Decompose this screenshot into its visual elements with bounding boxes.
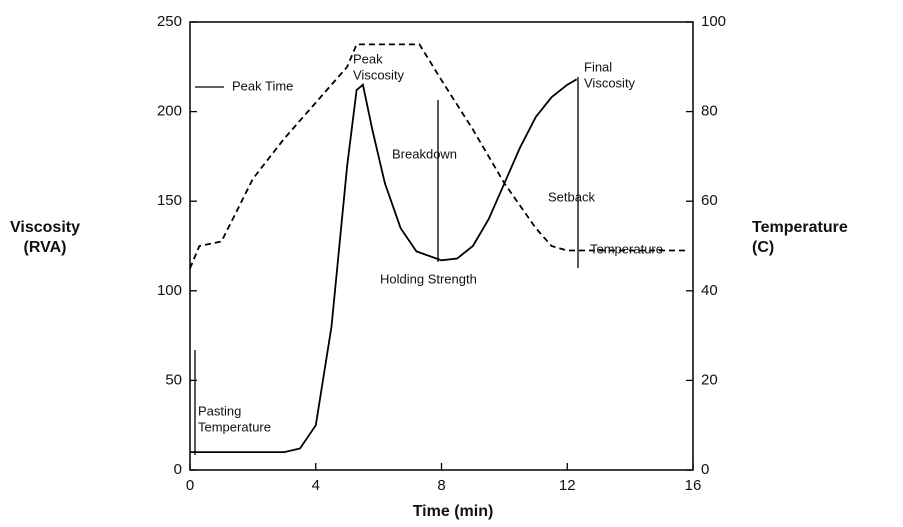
y-tick-label: 100 [157,282,182,299]
x-tick-label: 0 [186,477,194,494]
y2-axis-label: Temperature [752,219,848,236]
y-axis-label: Viscosity [10,219,80,236]
annotation: Viscosity [353,67,405,82]
x-tick-label: 4 [312,477,320,494]
annotation: Breakdown [392,146,457,161]
y-tick-label: 50 [165,371,182,388]
y2-axis-label: (C) [752,239,774,256]
y-tick-label: 0 [174,461,182,478]
y2-tick-label: 40 [701,282,718,299]
x-tick-label: 8 [437,477,445,494]
y-axis-label: (RVA) [24,239,67,256]
annotation: Peak Time [232,78,293,93]
y2-tick-label: 100 [701,13,726,30]
y2-tick-label: 60 [701,192,718,209]
annotation: Viscosity [584,75,636,90]
y2-tick-label: 20 [701,371,718,388]
x-tick-label: 12 [559,477,576,494]
annotation: Peak [353,51,383,66]
annotation: Pasting [198,403,241,418]
y-tick-label: 200 [157,103,182,120]
x-tick-label: 16 [685,477,702,494]
annotation-lines [194,77,579,455]
x-axis-label: Time (min) [413,503,494,520]
y2-tick-label: 0 [701,461,709,478]
y-tick-label: 250 [157,13,182,30]
y2-tick-label: 80 [701,103,718,120]
annotation: Temperature [590,241,663,256]
annotation: Setback [548,189,595,204]
series-line [190,78,578,453]
annotation: Temperature [198,419,271,434]
annotation: Final [584,59,612,74]
annotation: Holding Strength [380,271,477,286]
series-line [189,43,687,269]
y-tick-label: 150 [157,192,182,209]
